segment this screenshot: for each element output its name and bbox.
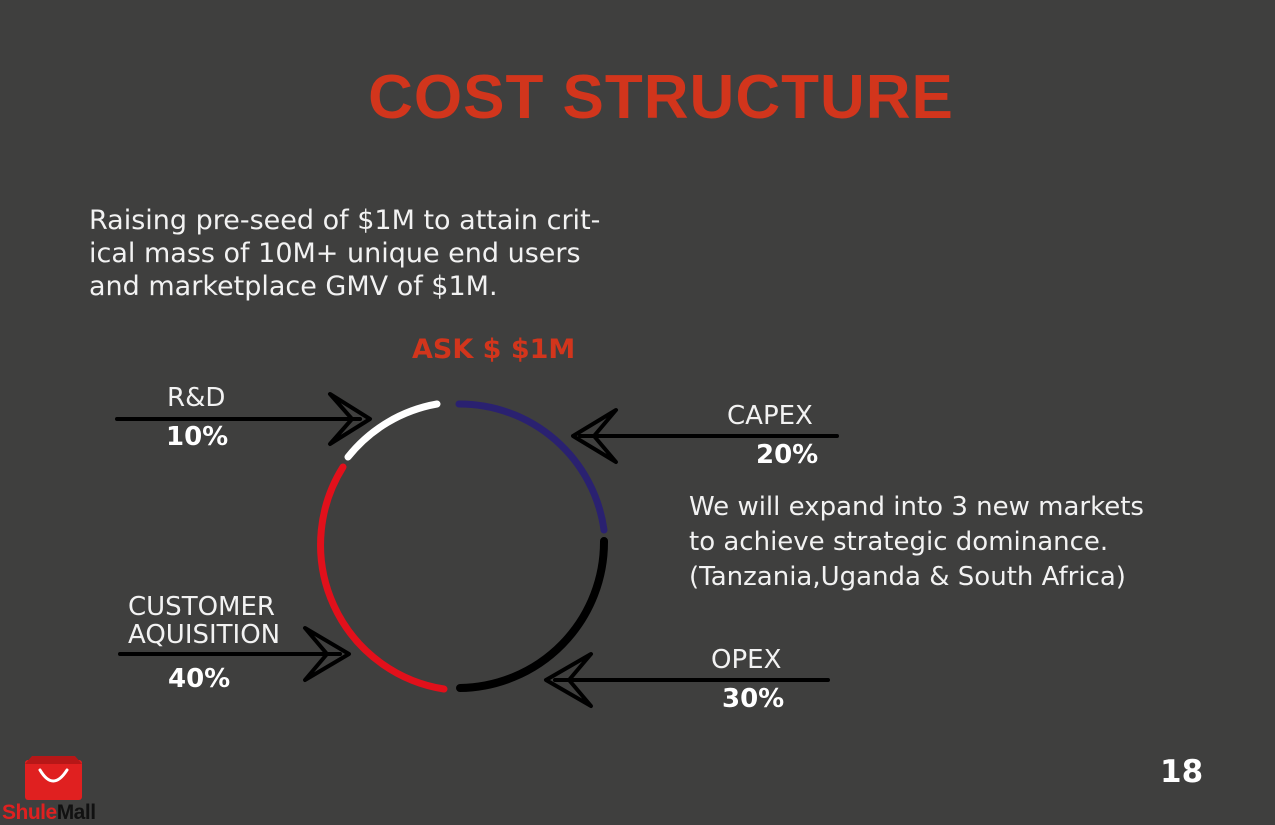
intro-line-2: ical mass of 10M+ unique end users (89, 238, 581, 269)
brand-wordmark: ShuleMall (2, 801, 96, 825)
expansion-line-2: to achieve strategic dominance. (689, 527, 1109, 557)
intro-text: Raising pre-seed of $1M to attain crit- … (89, 204, 649, 303)
rnd-arc (344, 400, 441, 461)
customer-acquisition-label: CUSTOMER AQUISITION (128, 593, 280, 649)
customer-acquisition-percent: 40% (168, 664, 231, 694)
brand-part-1: Shule (2, 801, 57, 824)
opex-arc (456, 537, 609, 692)
page-number: 18 (1160, 754, 1204, 790)
intro-line-3: and marketplace GMV of $1M. (89, 271, 498, 302)
customer-acquisition-arrow (118, 626, 351, 682)
capex-arc (455, 400, 608, 534)
customer-acquisition-arc (317, 463, 448, 693)
opex-percent: 30% (722, 684, 785, 714)
page-title: COST STRUCTURE (368, 63, 954, 132)
capex-arrow (571, 408, 839, 464)
rnd-percent: 10% (166, 422, 229, 452)
capex-label: CAPEX (727, 401, 813, 431)
customer-acquisition-label-line-2: AQUISITION (128, 620, 281, 650)
capex-percent: 20% (756, 440, 819, 470)
opex-label: OPEX (711, 645, 782, 675)
opex-arrow (544, 652, 830, 708)
expansion-line-1: We will expand into 3 new markets (689, 492, 1144, 522)
rnd-label: R&D (167, 383, 226, 413)
expansion-line-3: (Tanzania,Uganda & South Africa) (689, 562, 1126, 592)
ask-amount: ASK $ $1M (412, 334, 576, 365)
shopping-bag-icon (25, 756, 82, 800)
expansion-text: We will expand into 3 new markets to ach… (689, 490, 1144, 595)
intro-line-1: Raising pre-seed of $1M to attain crit- (89, 205, 601, 236)
customer-acquisition-label-line-1: CUSTOMER (128, 592, 275, 622)
brand-part-2: Mall (56, 801, 96, 824)
rnd-arrow (115, 392, 372, 446)
